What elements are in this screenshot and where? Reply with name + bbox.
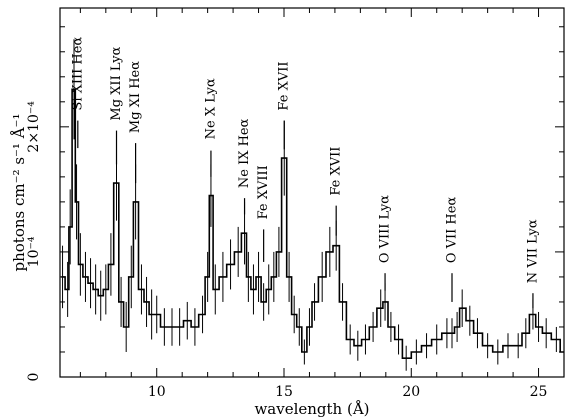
y-tick-label: 10⁻⁴ bbox=[26, 236, 42, 267]
emission-line-label: N VII Lyα bbox=[525, 219, 540, 283]
y-axis-label: photons cm⁻² s⁻¹ Å⁻¹ bbox=[10, 114, 28, 272]
x-tick-label: 25 bbox=[530, 384, 548, 400]
emission-line-label: Si XIII Heα bbox=[70, 37, 85, 111]
emission-line-annotations: Si XIII Heα Mg XII Lyα Mg XI Heα Ne X Lyα Ne… bbox=[70, 37, 540, 309]
y-tick-label: 0 bbox=[26, 373, 42, 382]
emission-line-label: Ne IX Heα bbox=[237, 118, 252, 188]
x-tick-label: 20 bbox=[402, 384, 420, 400]
axis-ticks: 10 15 20 25 0 10⁻⁴ 2×10⁻⁴ bbox=[26, 8, 565, 400]
emission-line-label: Fe XVII bbox=[329, 147, 344, 196]
emission-line-label: Fe XVII bbox=[277, 62, 292, 111]
x-tick-label: 15 bbox=[275, 384, 293, 400]
emission-line-label: O VII Heα bbox=[445, 197, 460, 264]
spectrum-series bbox=[61, 39, 565, 371]
x-axis-label: wavelength (Å) bbox=[254, 400, 369, 418]
x-tick-label: 10 bbox=[148, 384, 166, 400]
spectrum-line bbox=[61, 88, 564, 359]
plot-frame bbox=[59, 7, 565, 378]
emission-line-label: Mg XI Heα bbox=[128, 61, 143, 133]
emission-line-label: O VIII Lyα bbox=[378, 195, 393, 263]
emission-line-label: Mg XII Lyα bbox=[109, 46, 124, 120]
emission-line-label: Ne X Lyα bbox=[203, 78, 218, 139]
y-tick-label: 2×10⁻⁴ bbox=[26, 101, 42, 153]
emission-line-label: Fe XVIII bbox=[256, 165, 271, 219]
